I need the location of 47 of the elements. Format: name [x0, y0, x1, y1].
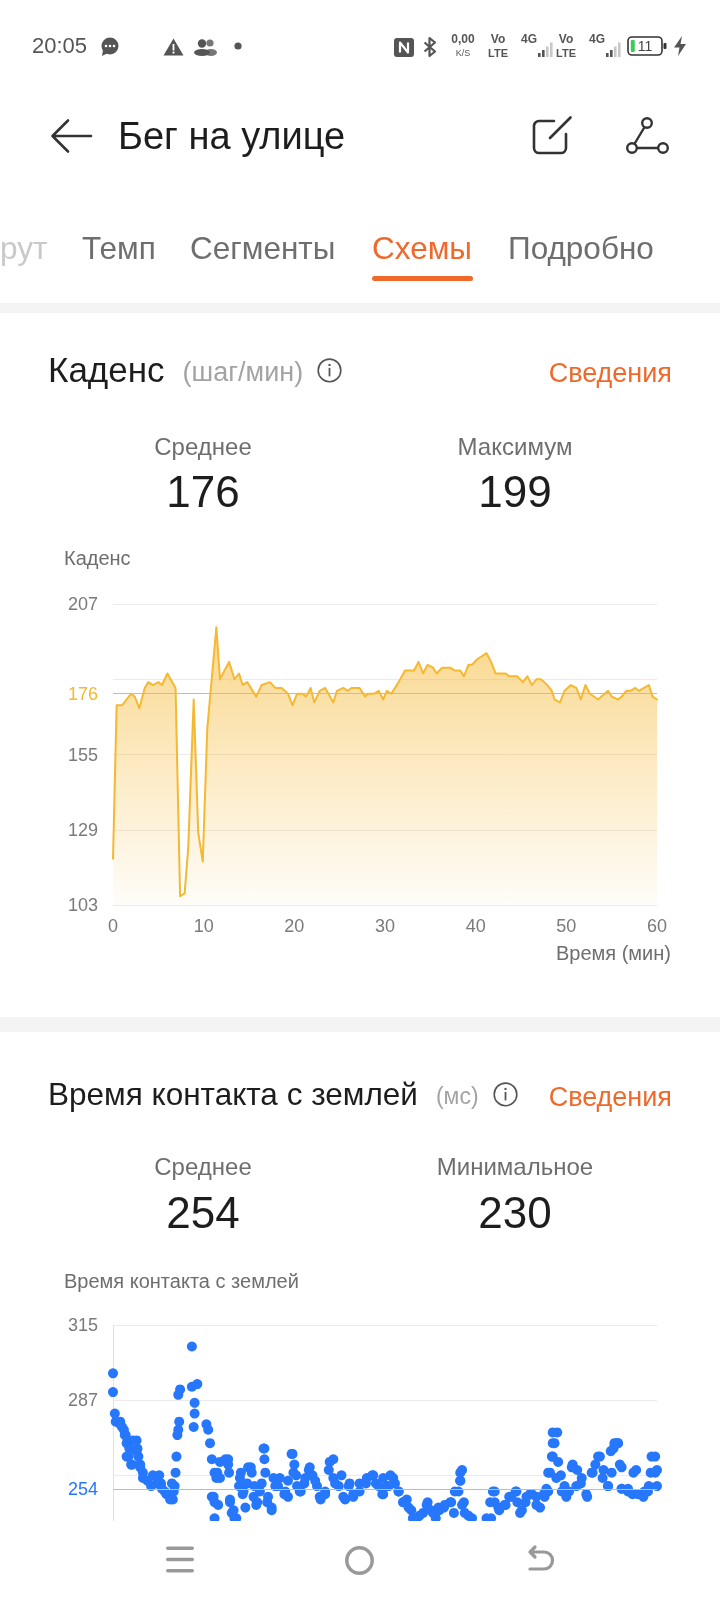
- text: 230: [478, 1187, 552, 1239]
- text: 254: [166, 1187, 240, 1239]
- text: 20:05: [32, 33, 88, 59]
- text: Сведения: [548, 1082, 672, 1114]
- text: Темп: [82, 229, 156, 267]
- text: Максимум: [457, 433, 573, 461]
- text: K/S: [455, 47, 471, 59]
- x-tick-label: 20: [284, 916, 305, 936]
- x-tick-label: 60: [646, 916, 668, 936]
- text: 4G: [520, 32, 538, 47]
- chart-subtitle: (мс): [435, 1083, 479, 1110]
- x-tick-label: 10: [193, 916, 214, 936]
- text: 11: [637, 37, 653, 55]
- text: 199: [478, 466, 552, 518]
- text: Сегменты: [190, 229, 336, 267]
- text: LTE: [488, 46, 508, 60]
- text: Среднее: [154, 433, 252, 461]
- x-tick-label: 40: [465, 916, 486, 936]
- text: Vo: [558, 32, 574, 47]
- x-tick-label: 30: [374, 916, 396, 936]
- y-tick-label: 129: [67, 819, 98, 840]
- chart-title: Время контакта с землей: [48, 1075, 418, 1113]
- y-tick-label: 287: [67, 1390, 98, 1411]
- text: Среднее: [154, 1153, 252, 1181]
- text: Подробно: [508, 229, 654, 267]
- text: 176: [166, 466, 240, 518]
- chart-title: Каденс: [48, 349, 165, 391]
- text: Схемы: [372, 229, 472, 267]
- text: Бег на улице: [118, 115, 346, 159]
- text: Минимальное: [436, 1153, 594, 1181]
- y-axis-title: Время контакта с землей: [64, 1269, 299, 1293]
- y-tick-label: 103: [67, 895, 98, 915]
- text: Vo: [490, 32, 506, 47]
- text: Сведения: [548, 358, 672, 390]
- y-axis-title: Каденс: [64, 546, 131, 570]
- x-tick-label: 0: [107, 916, 119, 936]
- ref-line-label: 176: [67, 683, 98, 704]
- x-tick-label: 50: [556, 916, 577, 936]
- y-tick-label: 315: [67, 1315, 98, 1335]
- text: 0,00: [451, 32, 475, 47]
- y-tick-label: 155: [67, 744, 98, 765]
- y-tick-label: 207: [67, 594, 98, 614]
- chart-subtitle: (шаг/мин): [182, 356, 304, 389]
- text: LTE: [556, 46, 576, 60]
- ref-line-label: 254: [67, 1478, 98, 1499]
- text: 4G: [588, 32, 606, 47]
- x-axis-title: Время (мин): [555, 941, 671, 965]
